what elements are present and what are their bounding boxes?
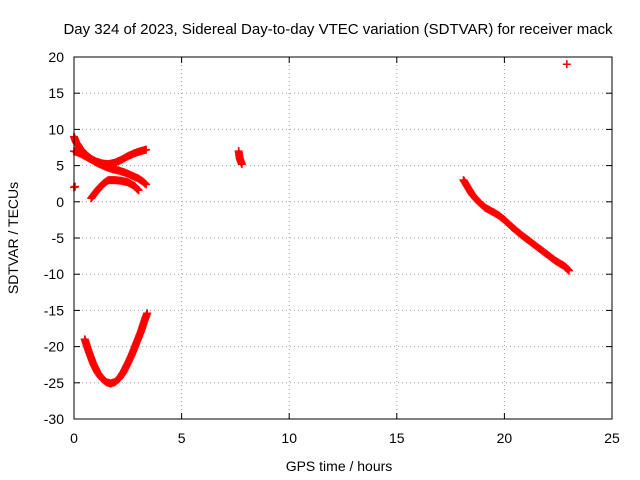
data-point-marker [564,266,573,275]
y-tick-label: -10 [44,266,64,282]
data-point-marker [134,186,143,195]
y-tick-label: 10 [48,121,64,137]
data-point-marker [142,180,151,189]
data-point-marker [142,145,151,154]
series-outlier-23h [562,60,571,69]
y-tick-label: 15 [48,85,64,101]
series-upper-rising-arc [70,145,151,169]
y-tick-label: -30 [44,411,64,427]
x-tick-label: 15 [389,430,405,446]
y-tick-label: 0 [56,194,64,210]
series-start-point [70,182,80,192]
axis-ticks: 0 5 10 15 20 25 -30 -25 -20 -15 -10 -5 0 5 10 15 20 [44,49,620,446]
grid-lines [74,57,612,419]
y-tick-label: 5 [56,158,64,174]
y-tick-label: -5 [52,230,65,246]
chart-title: Day 324 of 2023, Sidereal Day-to-day VTE… [63,21,613,38]
data-point-marker [563,264,572,273]
y-tick-label: -20 [44,339,64,355]
y-tick-label: -15 [44,302,64,318]
series-short-arc-8h [234,147,246,169]
x-tick-label: 25 [604,430,620,446]
data-point-marker [143,309,152,318]
data-point-marker [141,179,150,188]
x-tick-label: 5 [178,430,186,446]
series-parabola-arc [80,309,152,388]
y-tick-label: -25 [44,375,64,391]
y-axis-title: SDTVAR / TECUs [5,182,21,294]
x-tick-label: 10 [281,430,297,446]
x-tick-label: 0 [70,430,78,446]
data-point-marker [71,182,80,191]
series-low-rising-arc [87,176,143,203]
data-points [70,60,573,388]
data-point-marker [564,265,573,274]
data-point-marker [133,185,142,194]
x-tick-label: 20 [497,430,513,446]
data-point-marker [562,60,571,69]
y-tick-label: 20 [48,49,64,65]
x-axis-title: GPS time / hours [286,458,393,474]
series-long-descending-arc [459,176,573,275]
data-point-marker [237,160,246,169]
data-point-marker [132,184,141,193]
